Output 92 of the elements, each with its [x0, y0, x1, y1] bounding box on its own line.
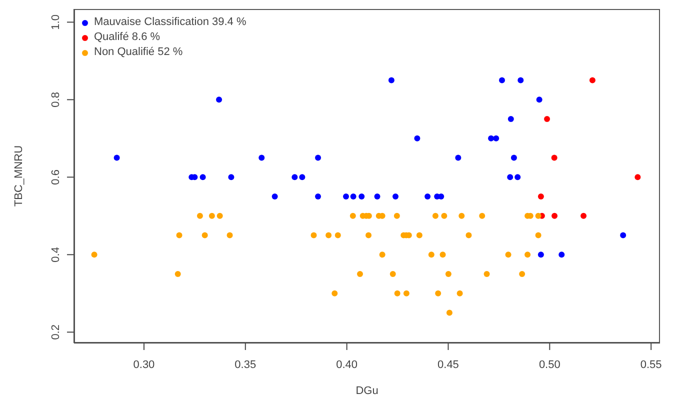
x-tick-label: 0.40	[336, 358, 358, 371]
point	[488, 135, 494, 142]
point	[466, 232, 472, 238]
point	[536, 96, 542, 103]
point	[589, 77, 596, 84]
point	[441, 212, 448, 219]
point	[174, 271, 181, 278]
point	[424, 194, 431, 200]
x-tick-label: 0.30	[133, 358, 155, 371]
point	[366, 232, 372, 238]
point	[544, 116, 550, 122]
y-tick-label: 0.2	[50, 324, 62, 340]
point	[200, 174, 206, 180]
point	[292, 174, 298, 180]
legend-label: Mauvaise Classification 39.4 %	[94, 15, 246, 30]
x-tick-label: 0.50	[538, 358, 560, 371]
x-tick-label: 0.35	[234, 358, 256, 371]
point	[114, 154, 120, 161]
point	[202, 232, 208, 238]
point	[315, 154, 322, 161]
point	[216, 212, 223, 219]
point	[428, 252, 434, 258]
point	[390, 271, 396, 278]
point	[394, 290, 400, 296]
point	[208, 212, 215, 219]
point	[258, 154, 265, 161]
point	[379, 252, 386, 258]
x-axis-title: DGu	[356, 385, 378, 397]
point	[538, 252, 544, 258]
point	[416, 232, 422, 238]
y-tick-label: 1.0	[50, 14, 62, 30]
point	[458, 212, 465, 219]
point	[524, 252, 531, 258]
point	[551, 154, 558, 161]
point	[519, 271, 526, 278]
legend-label: Non Qualifié 52 %	[94, 45, 183, 60]
point	[403, 290, 410, 296]
point	[446, 310, 452, 316]
point	[226, 232, 233, 238]
point	[535, 232, 542, 238]
point	[315, 194, 322, 200]
point	[479, 212, 486, 219]
point	[493, 135, 500, 142]
point	[394, 212, 400, 219]
point	[634, 174, 641, 180]
y-tick-label: 0.6	[50, 170, 62, 185]
point	[358, 194, 365, 200]
point	[484, 271, 490, 278]
y-axis-title: TBC_MNRU	[12, 145, 25, 207]
point	[440, 252, 446, 258]
y-tick-label: 0.4	[50, 247, 62, 262]
point	[508, 116, 514, 122]
point	[343, 194, 350, 200]
point	[445, 271, 452, 278]
point	[414, 135, 420, 142]
x-tick-label: 0.45	[438, 358, 459, 371]
point	[456, 290, 463, 296]
point	[510, 154, 517, 161]
y-tick-label: 0.8	[50, 92, 62, 108]
point	[176, 232, 182, 238]
point	[332, 290, 338, 296]
point	[518, 77, 524, 84]
point	[350, 194, 356, 200]
point	[272, 194, 278, 200]
point	[558, 252, 565, 258]
point	[91, 252, 98, 258]
point	[392, 194, 398, 200]
point	[552, 212, 558, 219]
point	[374, 194, 380, 200]
point	[299, 174, 306, 180]
point	[357, 271, 363, 278]
point	[507, 174, 514, 180]
point	[334, 232, 341, 238]
point	[580, 212, 587, 219]
point	[432, 212, 438, 219]
point	[326, 232, 332, 238]
point	[350, 212, 356, 219]
point	[505, 252, 512, 258]
point	[435, 290, 442, 296]
point	[538, 194, 544, 200]
point	[514, 174, 521, 180]
point	[498, 77, 505, 84]
point	[228, 174, 234, 180]
x-tick-label: 0.55	[640, 358, 662, 371]
point	[196, 212, 203, 219]
point	[455, 154, 462, 161]
point	[535, 212, 542, 219]
point	[388, 77, 394, 84]
point	[620, 232, 626, 238]
legend-label: Qualifé 8.6 %	[94, 30, 160, 45]
point	[310, 232, 317, 238]
point	[216, 96, 222, 103]
